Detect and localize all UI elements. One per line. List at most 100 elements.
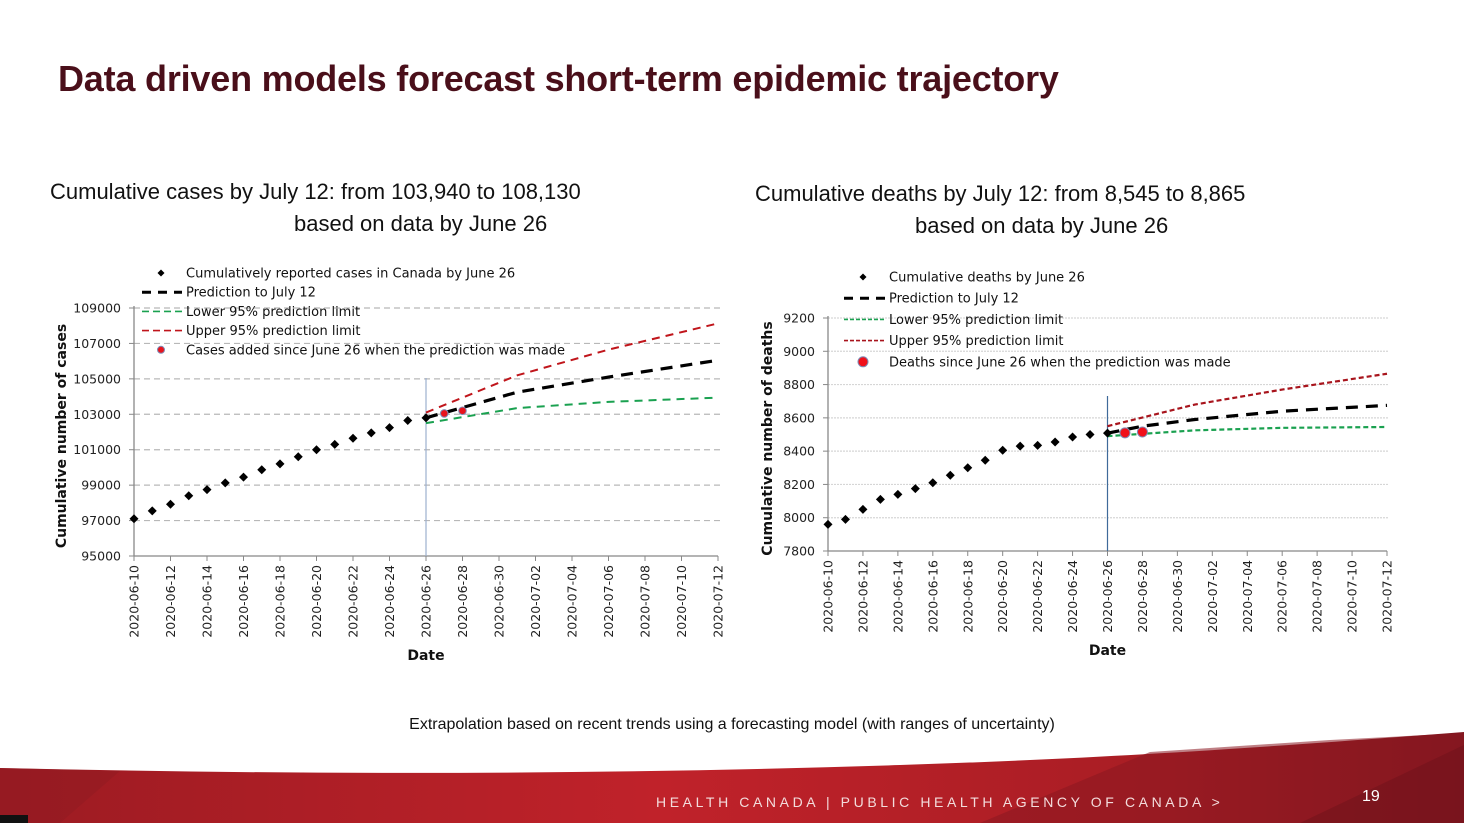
deaths-heading-line1: Cumulative deaths by July 12: from 8,545…	[755, 181, 1246, 206]
data-point	[366, 428, 376, 438]
y-tick-label: 8200	[783, 477, 815, 492]
x-tick-label: 2020-06-22	[1030, 560, 1045, 633]
y-tick-label: 109000	[73, 301, 121, 316]
data-point	[312, 445, 321, 455]
series-line-2	[425, 396, 719, 425]
data-point	[184, 491, 194, 501]
legend-label: Upper 95% prediction limit	[889, 334, 1063, 349]
legend-diamond-icon	[157, 269, 165, 277]
y-tick-label: 8000	[783, 510, 815, 525]
x-tick-label: 2020-07-02	[1205, 560, 1220, 633]
legend-dot-icon	[857, 356, 869, 368]
data-point	[998, 445, 1008, 455]
y-tick-label: 8400	[783, 444, 815, 459]
x-tick-label: 2020-06-30	[1170, 560, 1185, 633]
data-point	[963, 463, 973, 473]
legend-dot-icon	[157, 345, 165, 354]
x-tick-label: 2020-07-10	[1345, 560, 1360, 633]
y-tick-label: 8800	[783, 377, 815, 392]
x-tick-label: 2020-06-14	[890, 560, 905, 633]
data-point	[348, 433, 358, 443]
new-data-point	[439, 409, 449, 418]
legend-label: Lower 95% prediction limit	[186, 305, 360, 320]
legend-label: Prediction to July 12	[186, 286, 316, 301]
y-tick-label: 107000	[73, 336, 121, 351]
data-point	[257, 465, 267, 475]
series-line-1	[1107, 403, 1388, 435]
data-point	[385, 423, 394, 433]
x-tick-label: 2020-06-24	[382, 565, 397, 638]
y-tick-label: 99000	[81, 478, 121, 493]
series-line-2	[1107, 425, 1388, 438]
data-point	[1015, 441, 1025, 451]
deaths-chart-heading: Cumulative deaths by July 12: from 8,545…	[755, 178, 1245, 242]
x-tick-label: 2020-07-08	[1310, 560, 1325, 633]
legend-item: Prediction to July 12	[142, 286, 316, 301]
y-tick-label: 9000	[783, 344, 815, 359]
x-tick-label: 2020-06-20	[309, 565, 324, 638]
data-point	[840, 514, 850, 524]
y-tick-label: 8600	[783, 410, 815, 425]
data-point	[928, 478, 938, 488]
x-tick-label: 2020-07-02	[528, 565, 543, 638]
cases-heading-line2: based on data by June 26	[294, 211, 548, 236]
data-point	[893, 489, 903, 499]
y-tick-label: 97000	[81, 513, 121, 528]
cases-heading-line1: Cumulative cases by July 12: from 103,94…	[50, 179, 581, 204]
x-tick-label: 2020-07-10	[674, 565, 689, 638]
x-tick-label: 2020-06-10	[127, 565, 142, 638]
x-tick-label: 2020-07-04	[1240, 560, 1255, 633]
data-point	[147, 506, 157, 516]
deaths-heading-line2: based on data by June 26	[915, 213, 1169, 238]
data-point	[275, 459, 285, 469]
legend-item: Prediction to July 12	[844, 292, 1019, 307]
series-line-3	[1107, 372, 1388, 428]
x-tick-label: 2020-06-30	[492, 565, 507, 638]
new-data-point	[458, 406, 467, 416]
legend-label: Upper 95% prediction limit	[186, 324, 360, 339]
x-tick-label: 2020-06-10	[821, 560, 836, 633]
legend-item: Upper 95% prediction limit	[142, 324, 360, 339]
x-tick-label: 2020-06-14	[200, 565, 215, 638]
legend-label: Deaths since June 26 when the prediction…	[889, 355, 1231, 370]
data-point	[129, 514, 139, 524]
data-point	[1085, 430, 1095, 439]
x-tick-label: 2020-06-20	[995, 560, 1010, 633]
y-axis-title: Cumulative number of cases	[54, 324, 70, 548]
data-point	[945, 470, 955, 480]
x-tick-label: 2020-06-24	[1065, 560, 1080, 633]
x-tick-label: 2020-06-18	[960, 560, 975, 633]
y-tick-label: 7800	[783, 544, 815, 559]
data-point	[1068, 432, 1078, 442]
x-tick-label: 2020-06-28	[1135, 560, 1150, 633]
data-point	[166, 499, 175, 509]
x-axis-title: Date	[407, 648, 444, 664]
data-point	[202, 485, 212, 495]
data-point	[1050, 437, 1060, 447]
data-point	[220, 478, 230, 488]
legend-item: Lower 95% prediction limit	[844, 313, 1063, 328]
x-tick-label: 2020-06-18	[273, 565, 288, 638]
x-tick-label: 2020-07-06	[601, 565, 616, 638]
y-tick-label: 105000	[73, 371, 121, 386]
y-tick-label: 95000	[81, 549, 121, 564]
x-tick-label: 2020-06-12	[163, 565, 178, 638]
legend-item: Lower 95% prediction limit	[142, 305, 360, 320]
legend-item: Cases added since June 26 when the predi…	[157, 343, 565, 358]
x-axis-title: Date	[1089, 643, 1126, 659]
data-point	[330, 439, 340, 449]
x-tick-label: 2020-07-12	[1380, 560, 1395, 633]
y-tick-label: 9200	[783, 311, 815, 326]
series-line-3	[425, 322, 719, 414]
data-point	[875, 494, 885, 504]
cases-chart-heading: Cumulative cases by July 12: from 103,94…	[50, 176, 581, 240]
data-point	[293, 452, 303, 462]
x-tick-label: 2020-06-12	[855, 560, 870, 633]
legend-label: Prediction to July 12	[889, 292, 1019, 307]
x-tick-label: 2020-06-16	[925, 560, 940, 633]
data-point	[858, 504, 868, 514]
data-point	[1103, 428, 1112, 438]
x-tick-label: 2020-06-28	[455, 565, 470, 638]
